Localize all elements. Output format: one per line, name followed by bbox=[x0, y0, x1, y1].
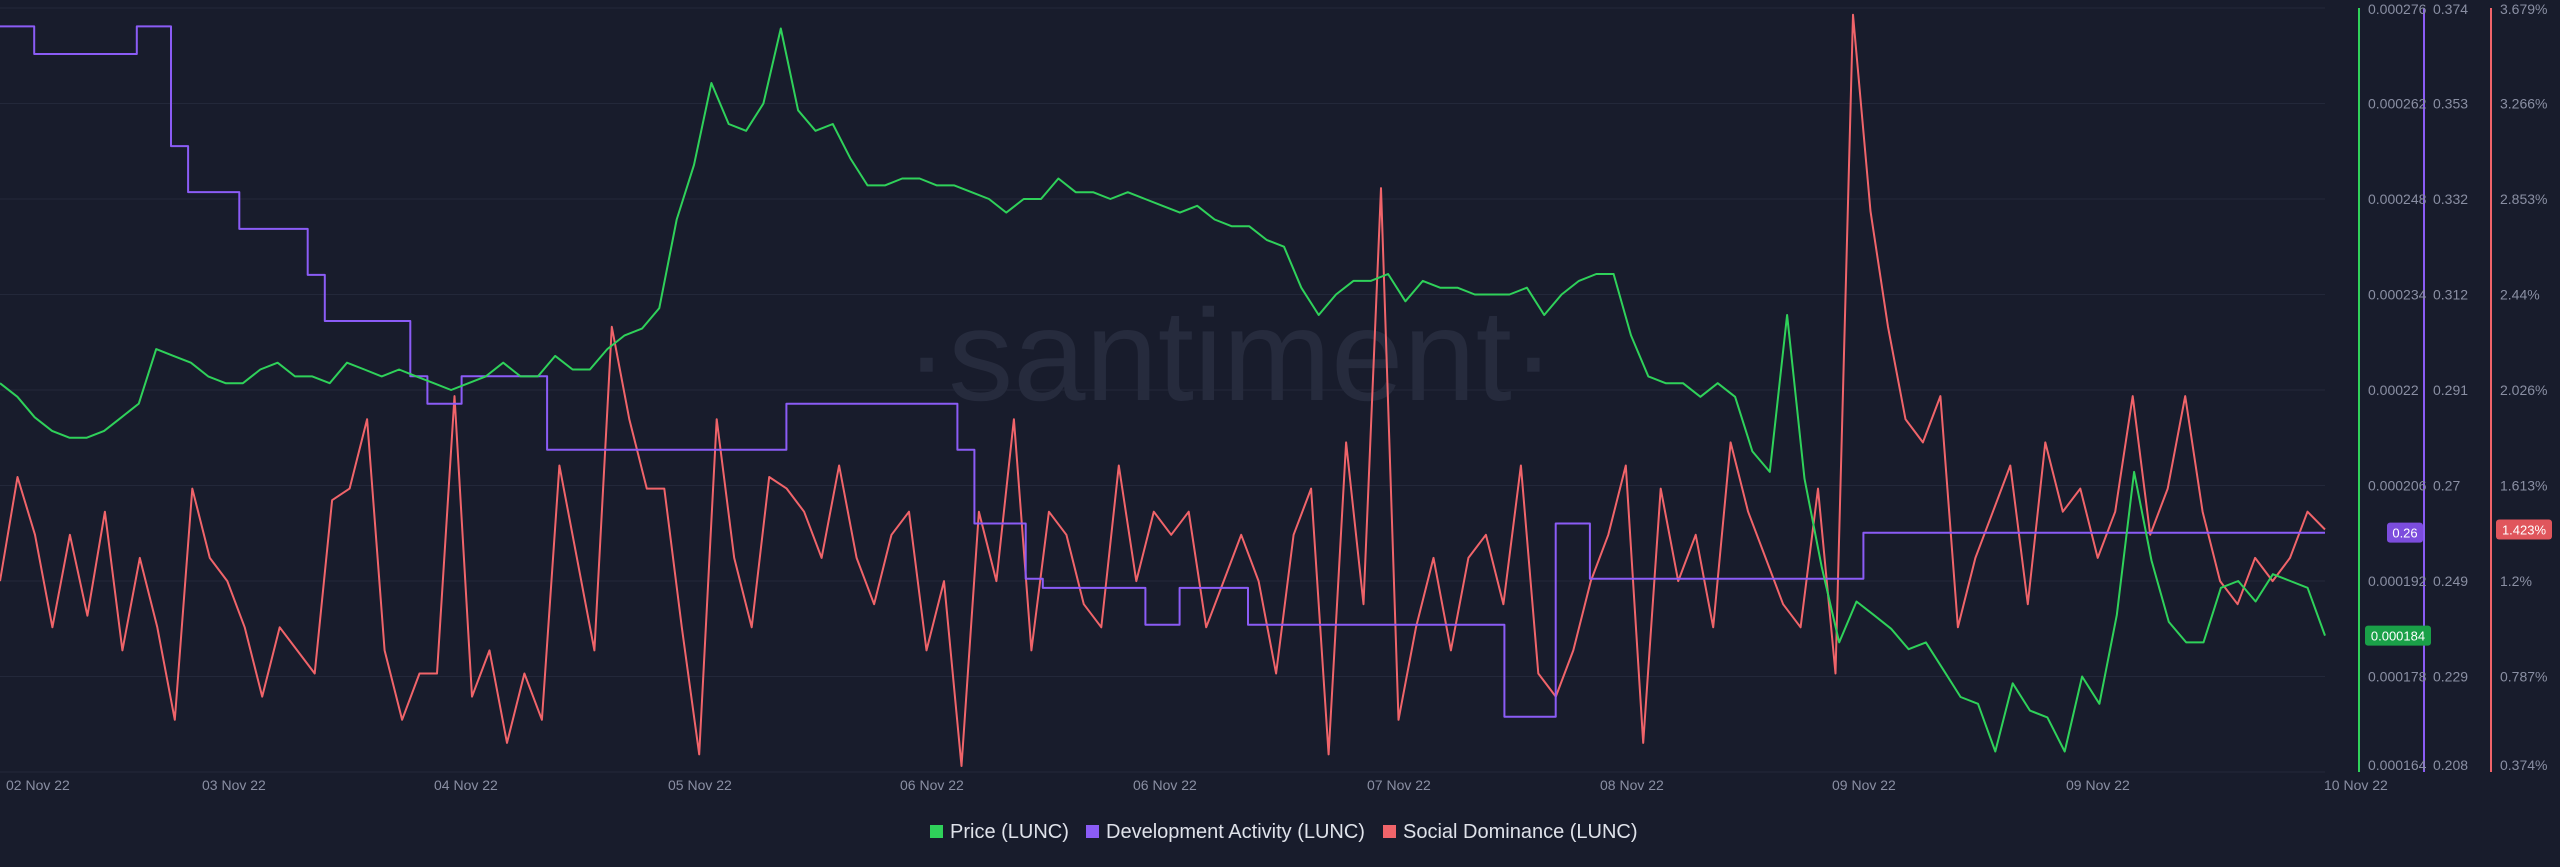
x-tick-label: 03 Nov 22 bbox=[202, 777, 266, 793]
social-tick-label: 2.026% bbox=[2500, 382, 2547, 398]
legend-swatch[interactable] bbox=[930, 825, 943, 838]
social-tick-label: 2.853% bbox=[2500, 191, 2547, 207]
dev-current-value: 0.26 bbox=[2392, 526, 2417, 541]
price-tick-label: 0.000192 bbox=[2368, 573, 2427, 589]
price-tick-label: 0.000276 bbox=[2368, 1, 2427, 17]
price-tick-label: 0.000262 bbox=[2368, 96, 2427, 112]
x-tick-label: 09 Nov 22 bbox=[2066, 777, 2130, 793]
legend-label[interactable]: Development Activity (LUNC) bbox=[1106, 821, 1365, 843]
current-value-badges: 0.000184 0.26 1.423% bbox=[2365, 519, 2552, 646]
series-line-dev bbox=[0, 25, 2325, 718]
x-tick-label: 02 Nov 22 bbox=[6, 777, 70, 793]
social-tick-label: 1.2% bbox=[2500, 573, 2532, 589]
x-tick-label: 08 Nov 22 bbox=[1600, 777, 1664, 793]
price-current-value: 0.000184 bbox=[2371, 629, 2425, 644]
legend-label[interactable]: Price (LUNC) bbox=[950, 821, 1069, 843]
social-current-badge bbox=[2496, 519, 2552, 540]
legend-swatch[interactable] bbox=[1086, 825, 1099, 838]
dev-tick-label: 0.291 bbox=[2433, 382, 2468, 398]
social-tick-label: 0.787% bbox=[2500, 669, 2547, 685]
legend-swatch[interactable] bbox=[1383, 825, 1396, 838]
price-tick-label: 0.000234 bbox=[2368, 287, 2427, 303]
dev-tick-label: 0.27 bbox=[2433, 478, 2460, 494]
x-tick-label: 04 Nov 22 bbox=[434, 777, 498, 793]
series-lines bbox=[0, 13, 2326, 767]
dev-tick-label: 0.312 bbox=[2433, 287, 2468, 303]
social-current-value: 1.423% bbox=[2502, 523, 2547, 538]
price-current-badge bbox=[2365, 625, 2431, 646]
x-tick-label: 09 Nov 22 bbox=[1832, 777, 1896, 793]
dev-tick-label: 0.249 bbox=[2433, 573, 2468, 589]
price-tick-label: 0.000178 bbox=[2368, 669, 2427, 685]
y-axis-ticks: 0.000276 0.374 3.679% 0.000262 0.353 3.266% 0.… bbox=[2368, 1, 2547, 773]
series-line-price bbox=[0, 27, 2326, 753]
x-tick-label: 10 Nov 22 bbox=[2324, 777, 2388, 793]
dev-tick-label: 0.374 bbox=[2433, 1, 2468, 17]
price-tick-label: 0.000164 bbox=[2368, 757, 2427, 773]
social-tick-label: 1.613% bbox=[2500, 478, 2547, 494]
x-axis-ticks: 02 Nov 22 03 Nov 22 04 Nov 22 05 Nov 22 06 N… bbox=[6, 777, 2388, 793]
dev-tick-label: 0.229 bbox=[2433, 669, 2468, 685]
price-tick-label: 0.00022 bbox=[2368, 382, 2419, 398]
dev-tick-label: 0.353 bbox=[2433, 96, 2468, 112]
social-tick-label: 3.679% bbox=[2500, 1, 2547, 17]
legend-label[interactable]: Social Dominance (LUNC) bbox=[1403, 821, 1638, 843]
x-tick-label: 07 Nov 22 bbox=[1367, 777, 1431, 793]
gridlines bbox=[0, 7, 2325, 773]
x-tick-label: 06 Nov 22 bbox=[1133, 777, 1197, 793]
price-tick-label: 0.000248 bbox=[2368, 191, 2427, 207]
dev-tick-label: 0.208 bbox=[2433, 757, 2468, 773]
watermark: ·santiment· bbox=[905, 282, 1555, 428]
x-tick-label: 05 Nov 22 bbox=[668, 777, 732, 793]
social-tick-label: 0.374% bbox=[2500, 757, 2547, 773]
price-tick-label: 0.000206 bbox=[2368, 478, 2427, 494]
x-tick-label: 06 Nov 22 bbox=[900, 777, 964, 793]
social-tick-label: 2.44% bbox=[2500, 287, 2540, 303]
dev-current-badge bbox=[2387, 522, 2423, 543]
legend[interactable]: Price (LUNC) Development Activity (LUNC) S… bbox=[930, 821, 1638, 843]
dev-tick-label: 0.332 bbox=[2433, 191, 2468, 207]
social-tick-label: 3.266% bbox=[2500, 96, 2547, 112]
series-line-social bbox=[0, 13, 2326, 767]
